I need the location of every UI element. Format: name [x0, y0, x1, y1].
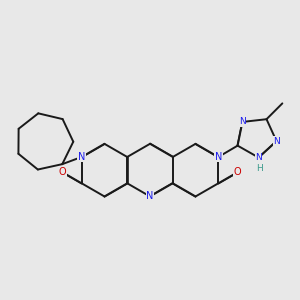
- Text: N: N: [146, 191, 154, 201]
- Text: N: N: [255, 153, 262, 162]
- Text: N: N: [239, 117, 246, 126]
- Text: H: H: [256, 164, 263, 173]
- Text: N: N: [273, 137, 280, 146]
- Text: O: O: [234, 167, 242, 177]
- Text: N: N: [78, 152, 85, 162]
- Text: O: O: [58, 167, 66, 177]
- Text: N: N: [215, 152, 222, 162]
